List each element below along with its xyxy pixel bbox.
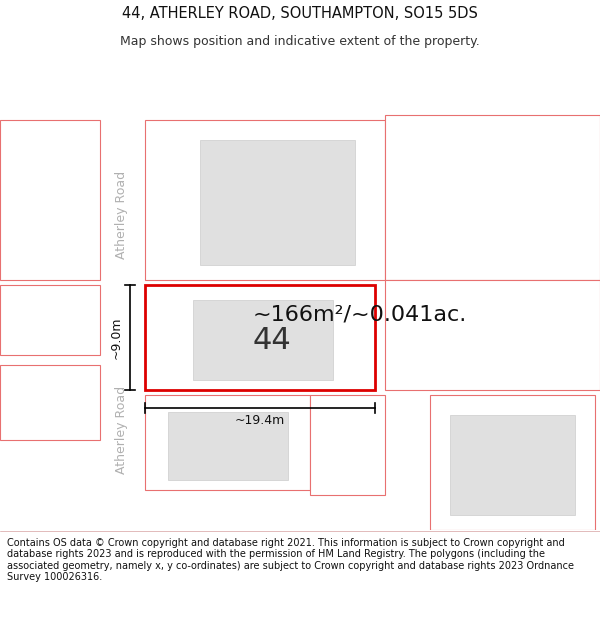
Bar [0,120,100,280]
Bar [168,412,288,480]
Bar [385,280,600,390]
Bar [100,55,145,530]
Text: Atherley Road: Atherley Road [115,171,128,259]
Text: Map shows position and indicative extent of the property.: Map shows position and indicative extent… [120,35,480,48]
Text: Atherley Road: Atherley Road [115,386,128,474]
Text: 44, ATHERLEY ROAD, SOUTHAMPTON, SO15 5DS: 44, ATHERLEY ROAD, SOUTHAMPTON, SO15 5DS [122,6,478,21]
Bar [145,285,375,390]
Text: Contains OS data © Crown copyright and database right 2021. This information is : Contains OS data © Crown copyright and d… [7,538,574,582]
Text: ~166m²/~0.041ac.: ~166m²/~0.041ac. [253,305,467,325]
Bar [385,115,600,280]
Bar [450,415,575,515]
Bar [193,300,333,380]
Bar [145,395,310,490]
Bar [0,365,100,440]
Bar [0,285,100,355]
Bar [200,140,355,265]
Bar [310,395,385,495]
Bar [145,120,385,280]
Text: ~19.4m: ~19.4m [235,414,285,428]
Text: 44: 44 [252,326,291,355]
Bar [430,395,595,530]
Text: ~9.0m: ~9.0m [110,316,122,359]
